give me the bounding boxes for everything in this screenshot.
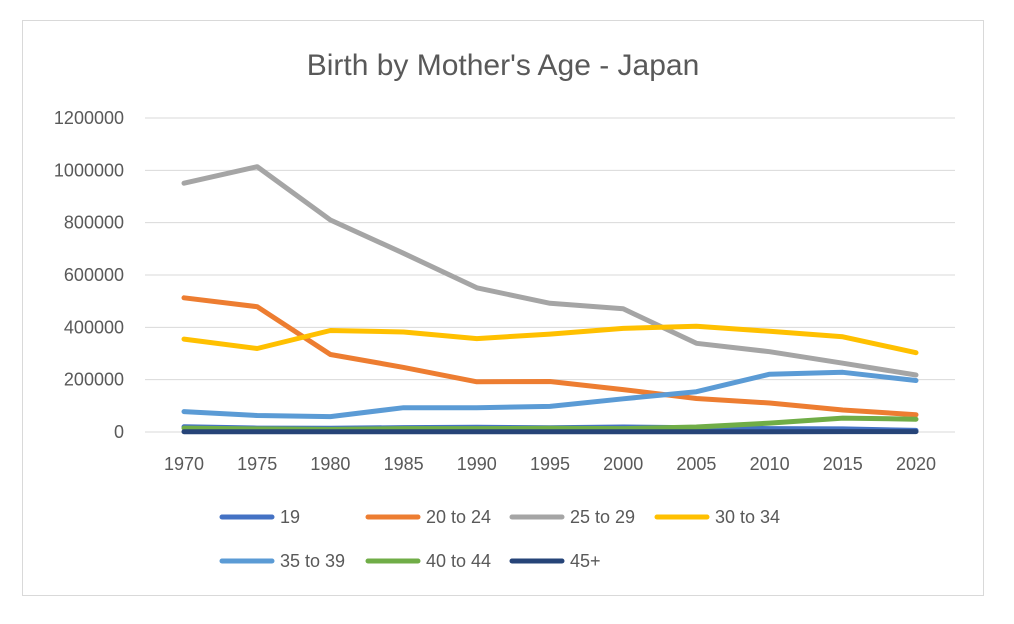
- y-tick-label: 200000: [64, 370, 124, 390]
- y-tick-label: 400000: [64, 317, 124, 337]
- legend-label: 20 to 24: [426, 507, 491, 527]
- legend-item: 35 to 39: [219, 551, 345, 571]
- series-line-25-to-29: [181, 164, 919, 378]
- x-tick-label: 2005: [676, 454, 716, 474]
- x-axis-ticks: 1970 1975 1980 1985 1990 1995 2000 2005 2010 2015…: [164, 454, 936, 474]
- x-tick-label: 2000: [603, 454, 643, 474]
- legend-item: 25 to 29: [509, 507, 635, 527]
- series-line-35-to-39: [181, 369, 919, 420]
- legend-item: 40 to 44: [365, 551, 491, 571]
- gridlines: [145, 117, 955, 433]
- legend-item: 19: [219, 507, 300, 527]
- legend-item: 20 to 24: [365, 507, 491, 527]
- legend-label: 45+: [570, 551, 601, 571]
- y-axis-ticks: 0 200000 400000 600000 800000 1000000 1200000: [54, 108, 124, 442]
- y-tick-label: 600000: [64, 265, 124, 285]
- x-tick-label: 1985: [384, 454, 424, 474]
- x-tick-label: 1995: [530, 454, 570, 474]
- x-tick-label: 2020: [896, 454, 936, 474]
- chart-frame: [22, 20, 984, 596]
- y-tick-label: 1200000: [54, 108, 124, 128]
- legend-item: 45+: [509, 551, 601, 571]
- x-tick-label: 1980: [310, 454, 350, 474]
- legend-label: 35 to 39: [280, 551, 345, 571]
- series-lines: [181, 164, 919, 435]
- chart-title: Birth by Mother's Age - Japan: [307, 49, 700, 82]
- series-line-30-to-34: [181, 323, 919, 356]
- x-tick-label: 2015: [823, 454, 863, 474]
- y-tick-label: 0: [114, 422, 124, 442]
- x-tick-label: 2010: [750, 454, 790, 474]
- legend-label: 25 to 29: [570, 507, 635, 527]
- legend-label: 40 to 44: [426, 551, 491, 571]
- legend-label: 30 to 34: [715, 507, 780, 527]
- legend: 19 20 to 24 25 to 29 30 to 34 35 to 39 40 to …: [219, 507, 780, 571]
- y-tick-label: 1000000: [54, 160, 124, 180]
- x-tick-label: 1975: [237, 454, 277, 474]
- y-tick-label: 800000: [64, 213, 124, 233]
- x-tick-label: 1990: [457, 454, 497, 474]
- legend-label: 19: [280, 507, 300, 527]
- legend-item: 30 to 34: [654, 507, 780, 527]
- x-tick-label: 1970: [164, 454, 204, 474]
